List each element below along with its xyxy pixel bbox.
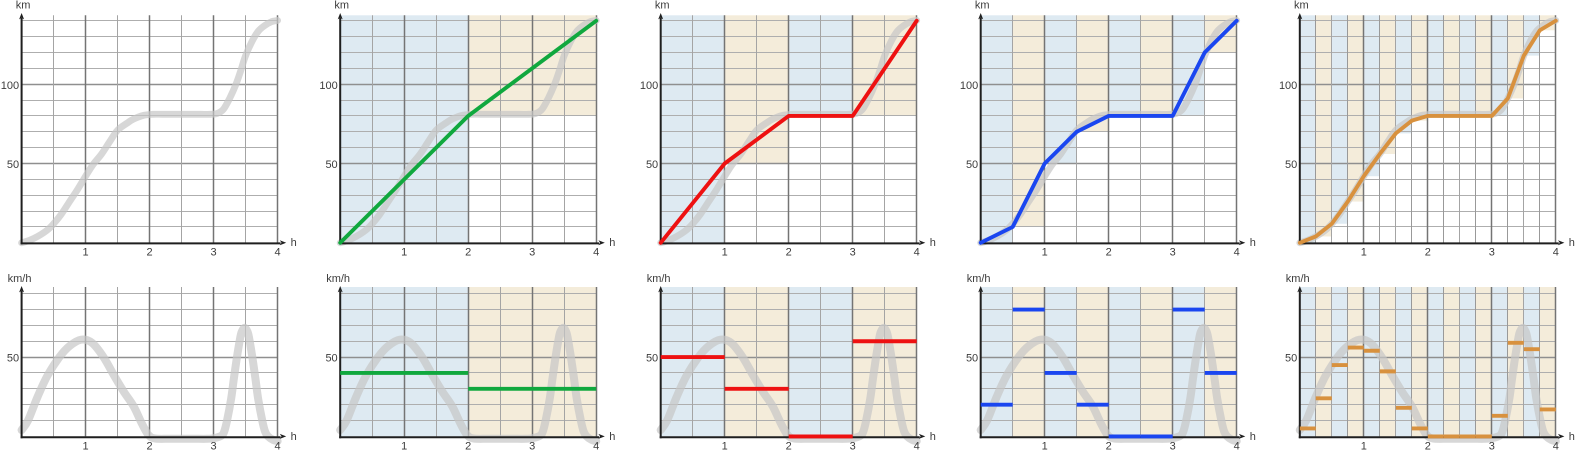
svg-text:50: 50 (966, 352, 978, 364)
svg-text:3: 3 (529, 247, 535, 259)
svg-text:100: 100 (960, 80, 978, 92)
svg-text:2: 2 (1106, 441, 1112, 453)
svg-text:2: 2 (786, 247, 792, 259)
svg-text:km/h: km/h (1286, 273, 1310, 285)
svg-text:3: 3 (850, 247, 856, 259)
svg-text:h: h (1569, 237, 1575, 249)
svg-text:km: km (1294, 0, 1309, 11)
svg-text:4: 4 (1234, 247, 1240, 259)
svg-text:1: 1 (722, 441, 728, 453)
svg-text:km: km (655, 0, 670, 11)
svg-text:4: 4 (1553, 441, 1559, 453)
svg-text:4: 4 (593, 247, 599, 259)
svg-text:km/h: km/h (326, 273, 350, 285)
svg-text:h: h (291, 237, 297, 249)
svg-text:100: 100 (640, 80, 658, 92)
svg-text:4: 4 (275, 247, 281, 259)
svg-text:4: 4 (914, 247, 920, 259)
svg-text:h: h (1250, 431, 1256, 443)
svg-text:50: 50 (646, 159, 658, 171)
svg-text:1: 1 (401, 247, 407, 259)
svg-text:1: 1 (83, 247, 89, 259)
svg-text:50: 50 (7, 159, 19, 171)
svg-text:2: 2 (147, 441, 153, 453)
svg-text:100: 100 (1279, 80, 1297, 92)
svg-text:50: 50 (646, 352, 658, 364)
svg-text:km/h: km/h (647, 273, 671, 285)
svg-text:km: km (975, 0, 990, 11)
svg-text:3: 3 (529, 441, 535, 453)
svg-text:1: 1 (1361, 247, 1367, 259)
svg-text:1: 1 (83, 441, 89, 453)
svg-text:4: 4 (1234, 441, 1240, 453)
svg-text:4: 4 (593, 441, 599, 453)
svg-text:4: 4 (275, 441, 281, 453)
svg-text:1: 1 (1042, 441, 1048, 453)
svg-text:4: 4 (1553, 247, 1559, 259)
svg-text:1: 1 (722, 247, 728, 259)
svg-text:3: 3 (1489, 247, 1495, 259)
svg-text:h: h (930, 237, 936, 249)
svg-text:3: 3 (1170, 247, 1176, 259)
svg-text:h: h (291, 431, 297, 443)
svg-text:50: 50 (325, 352, 337, 364)
svg-text:km: km (334, 0, 349, 11)
svg-text:50: 50 (966, 159, 978, 171)
svg-text:3: 3 (1489, 441, 1495, 453)
svg-text:2: 2 (1425, 441, 1431, 453)
svg-text:50: 50 (7, 352, 19, 364)
svg-text:h: h (609, 237, 615, 249)
svg-text:km: km (16, 0, 31, 11)
svg-text:3: 3 (211, 247, 217, 259)
svg-text:1: 1 (1042, 247, 1048, 259)
svg-text:3: 3 (211, 441, 217, 453)
svg-text:km/h: km/h (967, 273, 991, 285)
svg-text:1: 1 (401, 441, 407, 453)
svg-text:2: 2 (1106, 247, 1112, 259)
svg-text:2: 2 (1425, 247, 1431, 259)
svg-text:h: h (1569, 431, 1575, 443)
svg-text:50: 50 (1285, 352, 1297, 364)
svg-text:h: h (609, 431, 615, 443)
svg-text:km/h: km/h (8, 273, 32, 285)
svg-text:2: 2 (465, 247, 471, 259)
svg-text:3: 3 (1170, 441, 1176, 453)
svg-text:50: 50 (325, 159, 337, 171)
svg-text:2: 2 (786, 441, 792, 453)
svg-text:1: 1 (1361, 441, 1367, 453)
svg-text:100: 100 (1, 80, 19, 92)
svg-text:h: h (930, 431, 936, 443)
svg-text:4: 4 (914, 441, 920, 453)
svg-text:100: 100 (319, 80, 337, 92)
svg-text:50: 50 (1285, 159, 1297, 171)
svg-text:3: 3 (850, 441, 856, 453)
svg-text:2: 2 (465, 441, 471, 453)
svg-text:2: 2 (147, 247, 153, 259)
svg-text:h: h (1250, 237, 1256, 249)
